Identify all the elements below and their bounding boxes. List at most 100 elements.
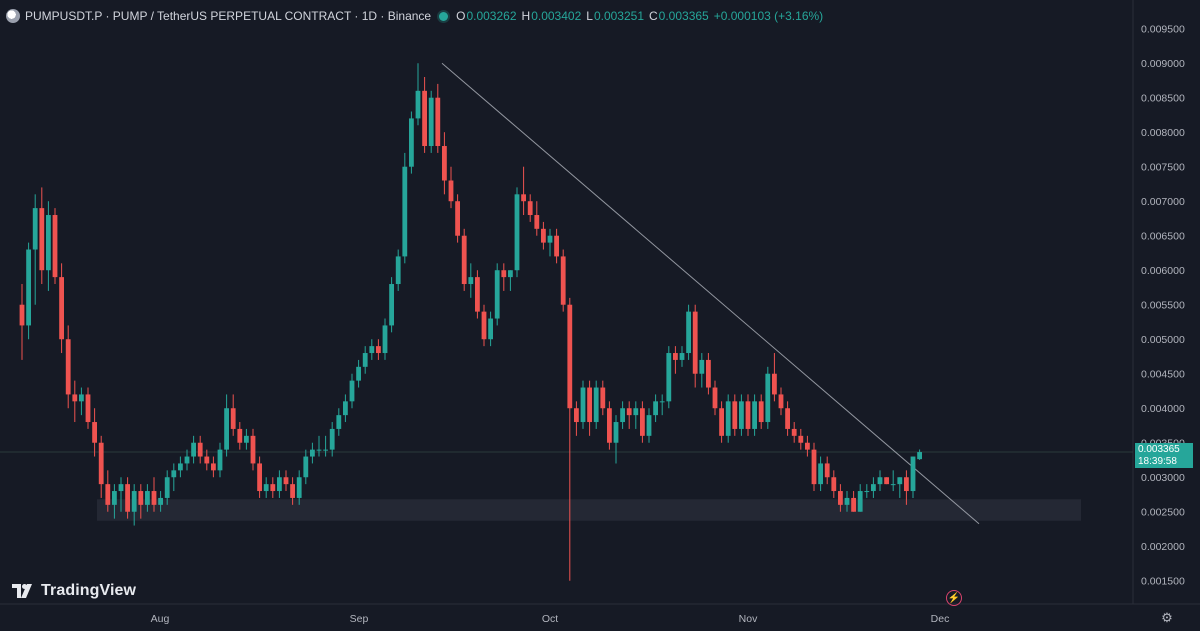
candle[interactable]	[554, 228, 559, 264]
lightning-icon[interactable]: ⚡	[946, 590, 962, 606]
candle[interactable]	[448, 166, 454, 209]
candle[interactable]	[356, 359, 361, 388]
candle[interactable]	[112, 484, 117, 519]
candle[interactable]	[857, 484, 863, 512]
candle[interactable]	[158, 491, 163, 512]
candle[interactable]	[831, 470, 837, 498]
candle[interactable]	[237, 422, 243, 450]
candle[interactable]	[547, 228, 553, 257]
candle[interactable]	[739, 394, 744, 436]
candle[interactable]	[890, 470, 896, 492]
candle[interactable]	[706, 353, 711, 395]
candle[interactable]	[290, 477, 295, 505]
candle[interactable]	[131, 484, 137, 526]
candle[interactable]	[514, 187, 520, 278]
candle[interactable]	[343, 394, 348, 423]
candle[interactable]	[488, 311, 493, 347]
candle[interactable]	[798, 428, 804, 450]
candle[interactable]	[725, 394, 731, 443]
candle[interactable]	[640, 401, 645, 443]
candle[interactable]	[98, 435, 104, 498]
candle[interactable]	[646, 408, 652, 443]
candle[interactable]	[26, 242, 31, 340]
candle[interactable]	[521, 166, 526, 216]
trendline[interactable]	[441, 62, 980, 525]
candle[interactable]	[910, 456, 916, 498]
candle[interactable]	[402, 152, 408, 264]
candle[interactable]	[85, 387, 91, 429]
candle[interactable]	[508, 270, 513, 291]
candle[interactable]	[118, 477, 124, 512]
symbol-title[interactable]: PUMPUSDT.P · PUMP / TetherUS PERPETUAL C…	[25, 9, 432, 23]
candle[interactable]	[52, 208, 58, 285]
candle[interactable]	[587, 380, 592, 436]
candle[interactable]	[778, 387, 784, 416]
candle[interactable]	[204, 449, 210, 471]
candle[interactable]	[32, 194, 38, 305]
candle[interactable]	[567, 297, 573, 581]
candle[interactable]	[244, 428, 249, 450]
candle[interactable]	[277, 470, 282, 498]
candle[interactable]	[435, 83, 441, 153]
candle[interactable]	[818, 456, 823, 492]
candle[interactable]	[19, 284, 25, 360]
candle[interactable]	[560, 249, 566, 312]
candle[interactable]	[376, 339, 381, 360]
candle[interactable]	[666, 346, 672, 409]
candle[interactable]	[369, 339, 375, 360]
candle[interactable]	[105, 470, 111, 512]
candle[interactable]	[864, 484, 870, 498]
candle[interactable]	[125, 477, 130, 519]
candle[interactable]	[600, 380, 606, 416]
candle[interactable]	[686, 304, 691, 360]
candle[interactable]	[838, 484, 843, 512]
symbol-icon[interactable]	[6, 9, 20, 23]
candle[interactable]	[263, 477, 269, 498]
candle[interactable]	[349, 373, 355, 409]
candle[interactable]	[719, 401, 724, 443]
candle[interactable]	[659, 394, 665, 416]
candle[interactable]	[46, 201, 51, 291]
candle[interactable]	[732, 394, 738, 436]
candle[interactable]	[171, 463, 177, 492]
candle[interactable]	[310, 442, 315, 464]
candle[interactable]	[428, 90, 434, 153]
candle[interactable]	[323, 435, 328, 457]
candle[interactable]	[415, 63, 421, 126]
candle[interactable]	[765, 366, 771, 429]
candle[interactable]	[79, 387, 84, 416]
candle[interactable]	[785, 401, 790, 436]
candle[interactable]	[257, 456, 262, 498]
candle[interactable]	[151, 477, 157, 512]
candle[interactable]	[613, 415, 619, 464]
candle[interactable]	[791, 422, 797, 443]
candle[interactable]	[475, 270, 480, 319]
candle[interactable]	[884, 477, 889, 485]
candle[interactable]	[270, 477, 276, 498]
candle[interactable]	[844, 491, 850, 512]
candle[interactable]	[217, 442, 223, 478]
candle[interactable]	[917, 449, 922, 460]
candle[interactable]	[39, 187, 45, 285]
candle[interactable]	[580, 380, 586, 429]
candle[interactable]	[138, 484, 144, 519]
candle[interactable]	[607, 401, 612, 450]
candle[interactable]	[593, 380, 599, 429]
candle[interactable]	[455, 194, 460, 243]
candle[interactable]	[316, 435, 322, 457]
candle[interactable]	[877, 470, 883, 492]
candle[interactable]	[851, 491, 856, 512]
candle[interactable]	[811, 442, 817, 492]
candle[interactable]	[442, 132, 447, 195]
candle[interactable]	[673, 346, 678, 374]
candle[interactable]	[633, 401, 639, 429]
candle[interactable]	[653, 394, 658, 423]
candle[interactable]	[534, 201, 540, 236]
candle[interactable]	[527, 194, 533, 222]
candle[interactable]	[296, 470, 302, 505]
candle[interactable]	[230, 394, 236, 436]
candle[interactable]	[699, 353, 705, 388]
candle[interactable]	[197, 435, 203, 464]
candle[interactable]	[72, 380, 78, 423]
